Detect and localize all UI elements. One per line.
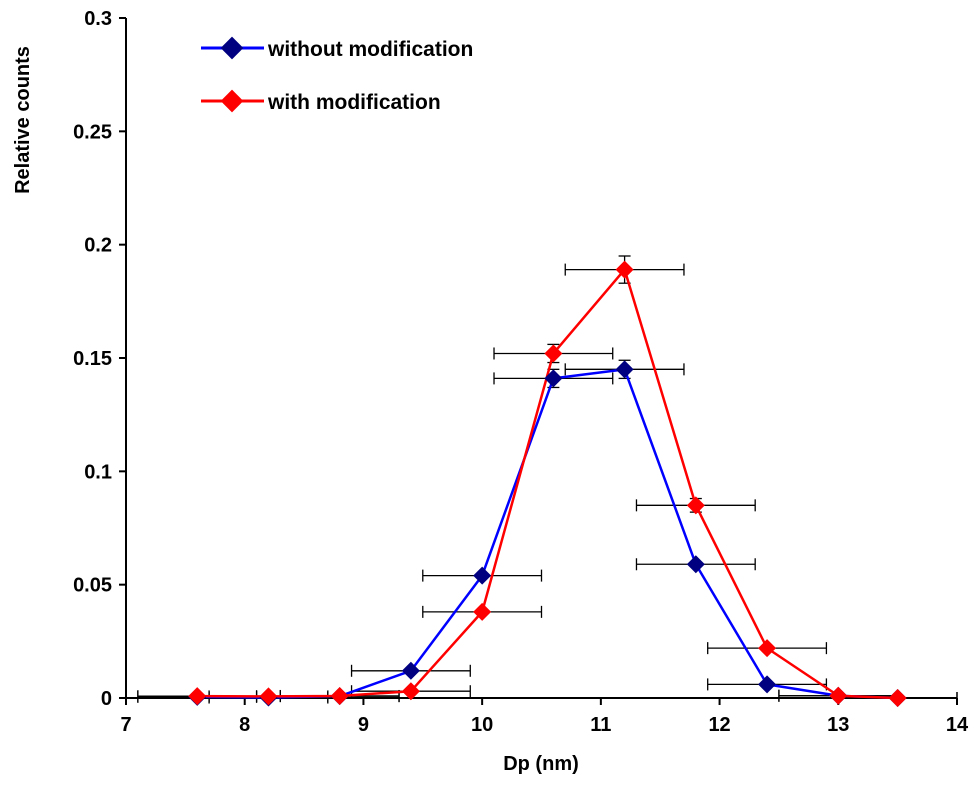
x-tick-label: 12: [708, 714, 730, 736]
data-point-with-modification: [686, 496, 705, 515]
data-point-without-modification: [401, 661, 420, 680]
data-point-with-modification: [401, 682, 420, 701]
y-tick-label: 0.1: [84, 461, 112, 483]
data-point-with-modification: [188, 687, 207, 706]
data-point-without-modification: [544, 369, 563, 388]
legend: without modification with modification: [201, 36, 473, 114]
legend-label-with-modification: with modification: [267, 91, 441, 114]
legend-swatch-marker: [220, 36, 244, 60]
data-point-with-modification: [615, 260, 634, 279]
data-point-with-modification: [829, 686, 848, 705]
data-point-without-modification: [686, 555, 705, 574]
y-tick-label: 0.3: [84, 8, 112, 30]
x-tick-label: 8: [239, 714, 250, 736]
series-line-with-modification: [197, 268, 898, 700]
y-tick-label: 0.2: [84, 235, 112, 257]
y-tick-label: 0.05: [73, 575, 112, 597]
data-point-with-modification: [473, 602, 492, 621]
series-lines: [197, 268, 898, 700]
data-point-with-modification: [888, 689, 907, 707]
data-point-with-modification: [544, 344, 563, 363]
data-point-with-modification: [259, 687, 278, 706]
legend-label-without-modification: without modification: [267, 38, 473, 61]
axes: [125, 18, 957, 699]
legend-swatch-marker: [220, 89, 244, 113]
legend-item-without-modification: without modification: [201, 36, 473, 61]
x-axis-title: Dp (nm): [503, 753, 579, 775]
data-point-with-modification: [758, 639, 777, 658]
x-tick-label: 11: [590, 714, 611, 736]
y-tick-label: 0.15: [73, 348, 112, 370]
ticks: 7 8 9 10 11 12 13 14 0 0.05 0.1 0.15 0.2 0.25 0.3: [73, 8, 969, 736]
data-point-with-modification: [330, 686, 349, 705]
data-point-without-modification: [758, 675, 777, 694]
data-point-without-modification: [473, 566, 492, 585]
legend-item-with-modification: with modification: [201, 89, 441, 114]
x-tick-label: 13: [827, 714, 849, 736]
x-tick-label: 14: [946, 714, 969, 736]
x-tick-label: 10: [471, 714, 493, 736]
x-tick-label: 7: [120, 714, 131, 736]
error-bars: [137, 255, 958, 704]
y-axis-title: Relative counts: [12, 46, 34, 194]
y-tick-label: 0.25: [73, 121, 112, 143]
series-markers: [188, 260, 907, 707]
x-tick-label: 9: [358, 714, 369, 736]
data-point-without-modification: [615, 360, 634, 379]
y-tick-label: 0: [101, 688, 112, 710]
